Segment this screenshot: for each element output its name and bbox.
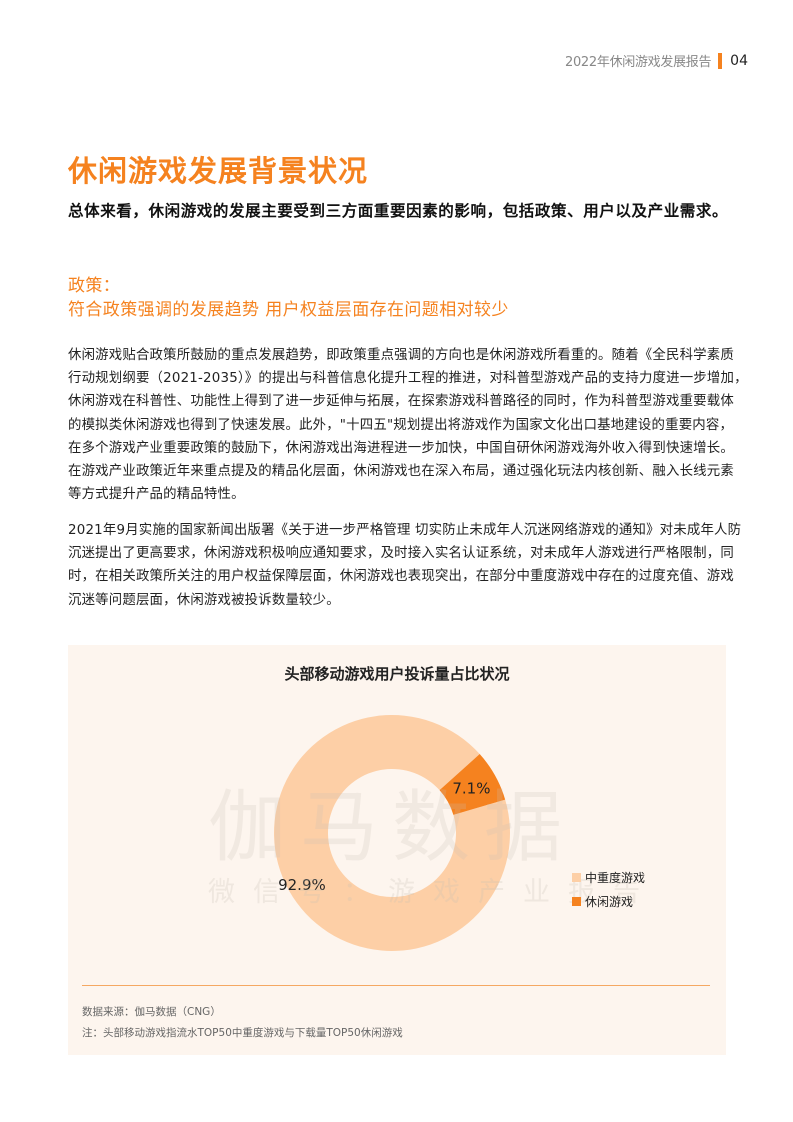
paragraph-policy: 休闲游戏贴合政策所鼓励的重点发展趋势，即政策重点强调的方向也是休闲游戏所看重的。… [68, 344, 748, 506]
text-line: 的模拟类休闲游戏也得到了快速发展。此外，"十四五"规划提出将游戏作为国家文化出口… [68, 417, 734, 433]
page-title: 休闲游戏发展背景状况 [68, 154, 369, 188]
text-line: 等方式提升产品的精品特性。 [68, 487, 245, 503]
page-header: 2022年休闲游戏发展报告 04 [565, 51, 748, 70]
legend-label: 休闲游戏 [585, 894, 634, 909]
text-line: 行动规划纲要（2021-2035）》的提出与科普信息化提升工程的推进，对科普型游… [68, 371, 748, 387]
text-line: 在多个游戏产业重要政策的鼓励下，休闲游戏出海进程进一步加快，中国自研休闲游戏海外… [68, 440, 734, 456]
chart-panel: 头部移动游戏用户投诉量占比状况 92.9% 7.1% 伽马数据 微信号：游戏产业报… [68, 645, 726, 1055]
donut-slice [439, 754, 506, 815]
text-line: 在游戏产业政策近年来重点提及的精品化层面，休闲游戏也在深入布局，通过强化玩法内核… [68, 464, 734, 480]
data-label: 7.1% [452, 780, 490, 798]
text-line: 2021年9月实施的国家新闻出版署《关于进一步严格管理 切实防止未成年人沉迷网络… [68, 523, 742, 538]
text-line: 沉迷等问题层面，休闲游戏被投诉数量较少。 [68, 592, 340, 608]
text-line: 休闲游戏在科普性、功能性上得到了进一步延伸与拓展，在探索游戏科普路径的同时，作为… [68, 394, 734, 410]
header-divider [718, 52, 723, 69]
section-title: 符合政策强调的发展趋势 用户权益层面存在问题相对较少 [68, 300, 509, 320]
section-label: 政策： [68, 276, 121, 296]
watermark-wechat: 微信号：游戏产业报告 [208, 877, 658, 908]
legend-item: 休闲游戏 [572, 889, 645, 913]
section-heading: 政策： 符合政策强调的发展趋势 用户权益层面存在问题相对较少 [68, 274, 509, 322]
chart-footnotes: 数据来源：伽马数据（CNG） 注：头部移动游戏指流水TOP50中重度游戏与下载量… [82, 1002, 403, 1044]
chart-title: 头部移动游戏用户投诉量占比状况 [284, 665, 510, 683]
data-label: 92.9% [278, 876, 326, 894]
legend-label: 中重度游戏 [585, 870, 646, 885]
chart-legend: 中重度游戏 休闲游戏 [572, 865, 645, 913]
chart-note: 注：头部移动游戏指流水TOP50中重度游戏与下载量TOP50休闲游戏 [82, 1027, 403, 1039]
watermark-brand: 伽马数据 [208, 783, 577, 873]
donut-slice [273, 715, 510, 951]
text-line: 沉迷提出了更高要求，休闲游戏积极响应通知要求，及时接入实名认证系统，对未成年人游… [68, 546, 734, 562]
paragraph-minor-protection: 2021年9月实施的国家新闻出版署《关于进一步严格管理 切实防止未成年人沉迷网络… [68, 519, 741, 612]
divider [82, 985, 710, 986]
data-source: 数据来源：伽马数据（CNG） [82, 1006, 221, 1018]
page-subtitle: 总体来看，休闲游戏的发展主要受到三方面重要因素的影响，包括政策、用户以及产业需求… [68, 202, 729, 220]
text-line: 时，在相关政策所关注的用户权益保障层面，休闲游戏也表现突出，在部分中重度游戏中存… [68, 569, 734, 585]
legend-swatch [572, 872, 581, 882]
donut-chart: 92.9% 7.1% [273, 715, 510, 951]
legend-item: 中重度游戏 [572, 865, 645, 889]
report-title: 2022年休闲游戏发展报告 [564, 55, 712, 70]
text-line: 休闲游戏贴合政策所鼓励的重点发展趋势，即政策重点强调的方向也是休闲游戏所看重的。… [68, 348, 734, 363]
legend-swatch [572, 896, 581, 906]
page-number: 04 [730, 52, 748, 69]
